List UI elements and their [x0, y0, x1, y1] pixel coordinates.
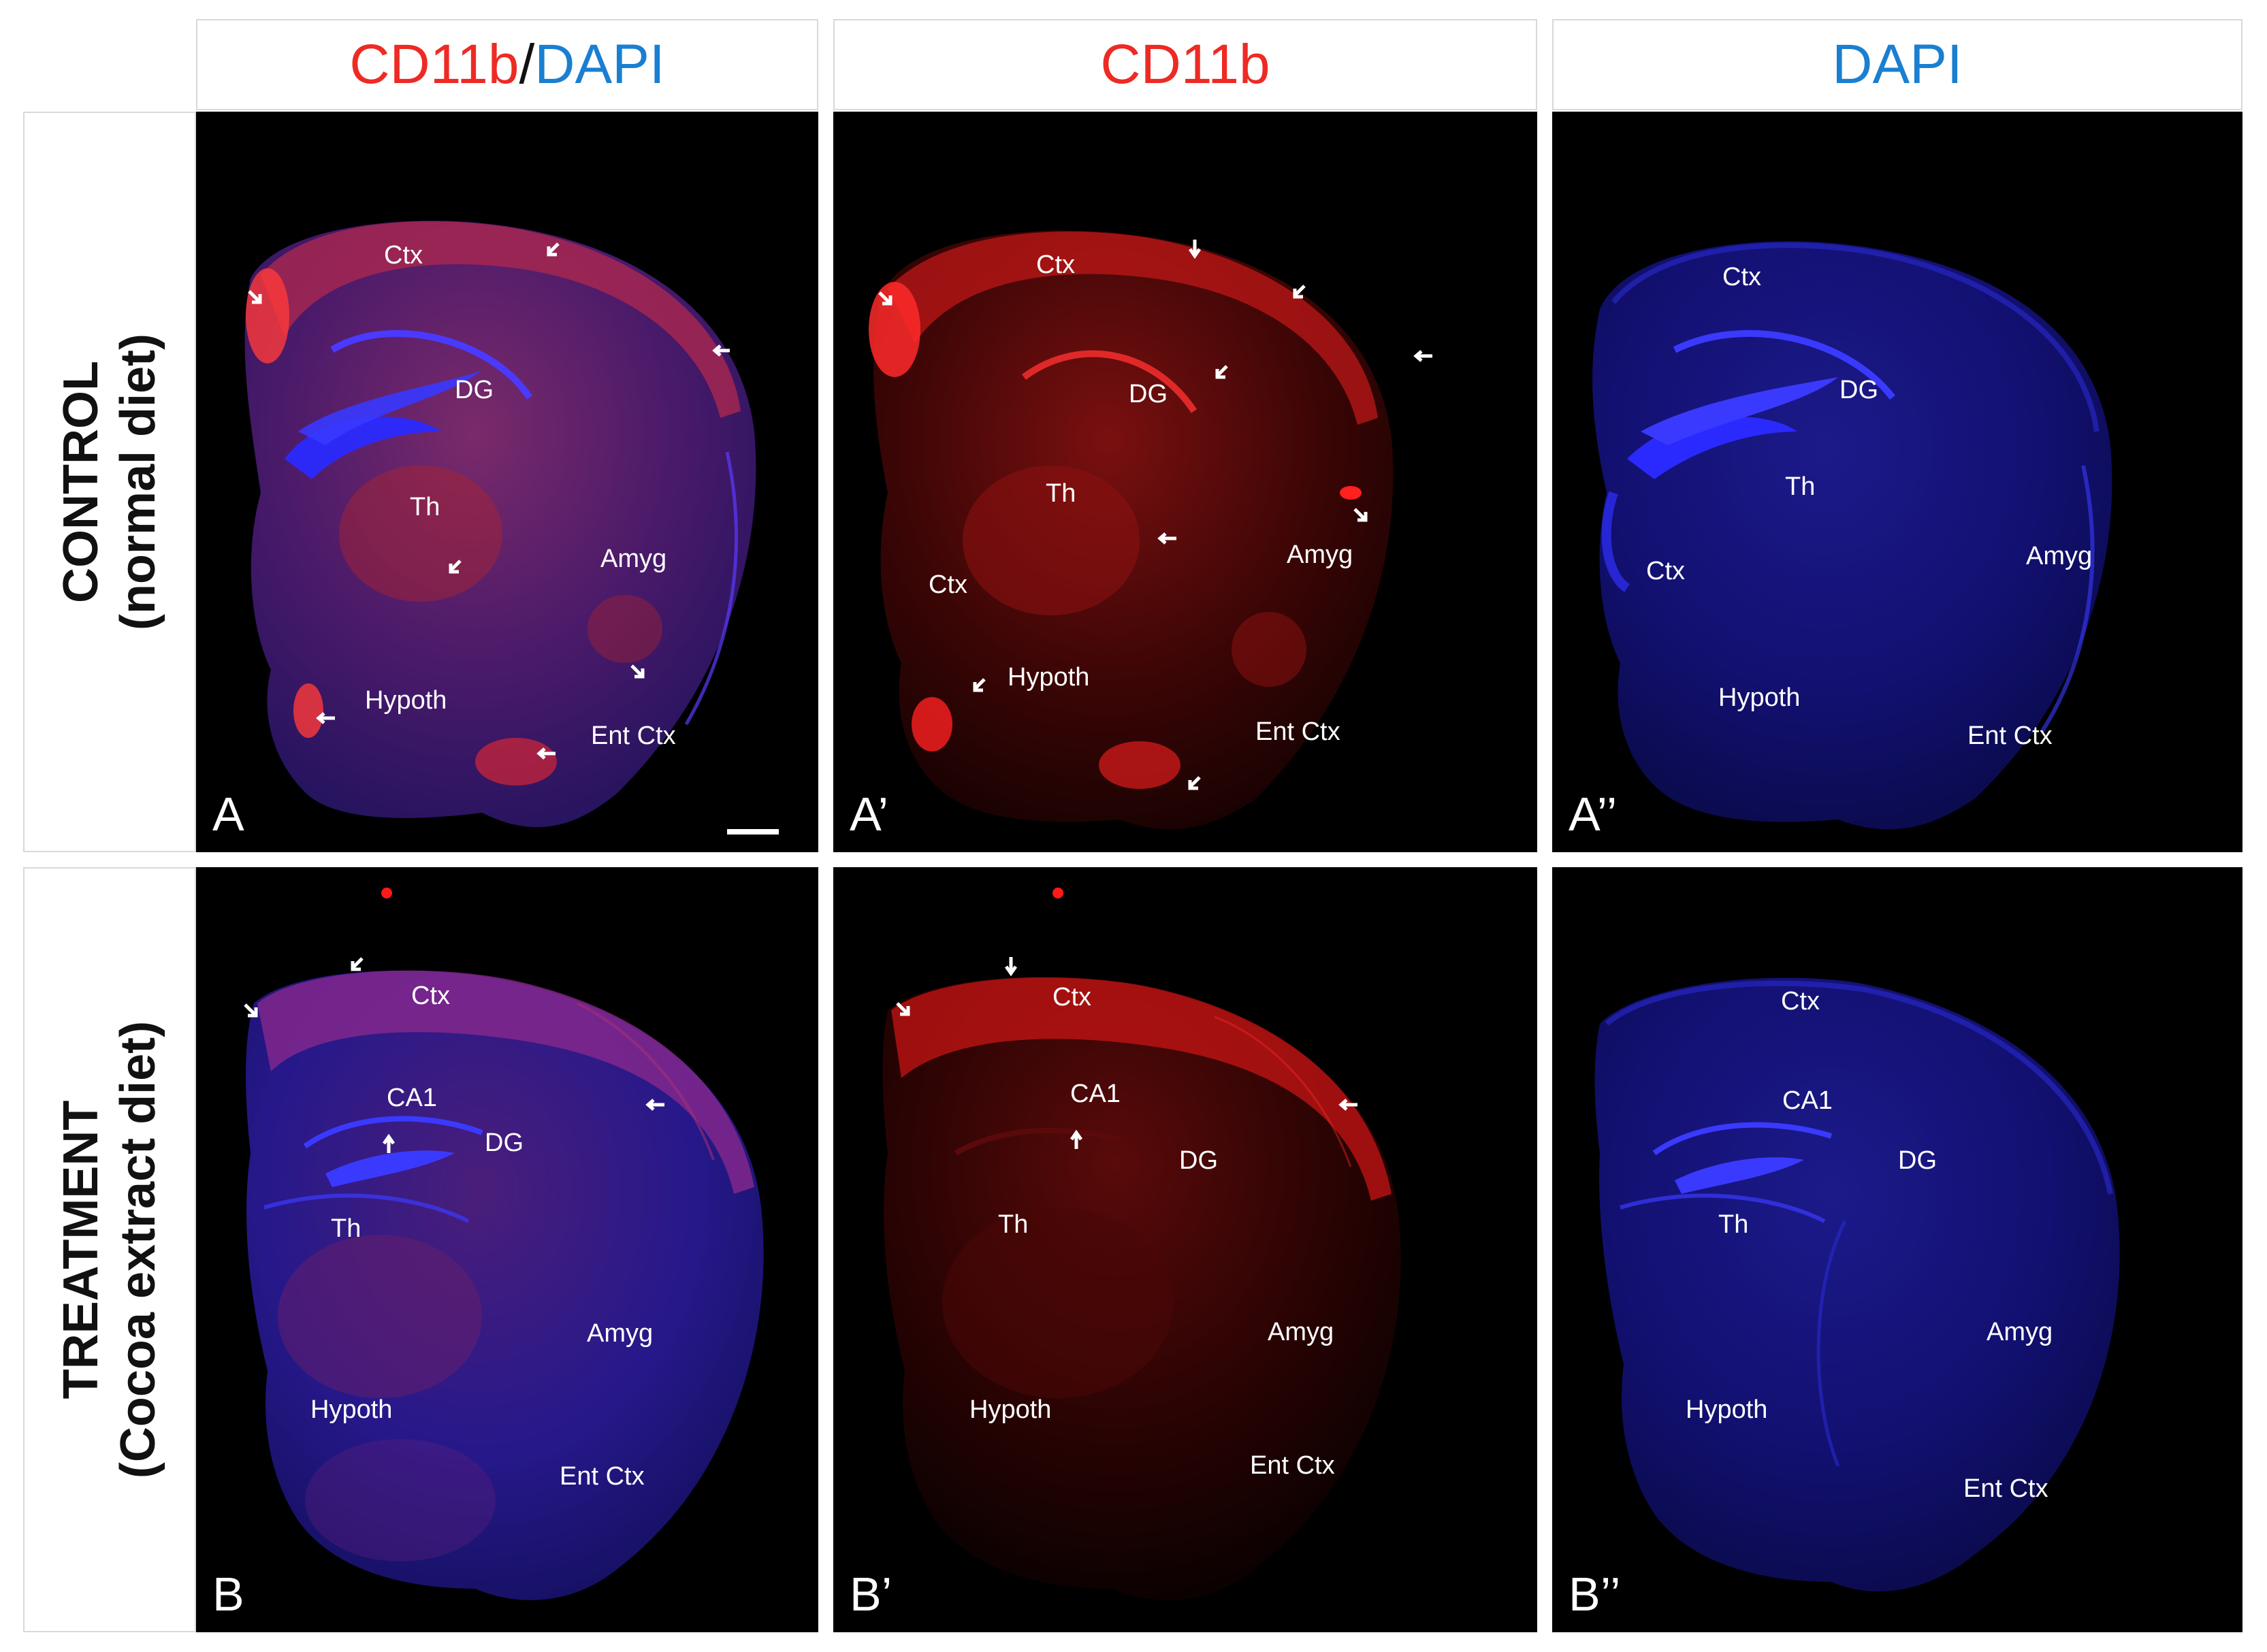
row-title: CONTROL — [54, 361, 108, 603]
panel-letter: B — [212, 1568, 244, 1621]
arrow-icon — [1353, 508, 1368, 522]
arrow-icon — [1338, 1099, 1357, 1111]
arrow-icon — [351, 957, 364, 971]
region-label-th: Th — [410, 493, 440, 521]
region-label-dg: DG — [1839, 376, 1878, 404]
panel-letter: A’’ — [1569, 788, 1618, 841]
arrow-icon — [1157, 532, 1176, 545]
arrow-icon — [316, 712, 335, 724]
arrow-icon — [1188, 240, 1202, 259]
region-label-ctx: Ctx — [1722, 263, 1761, 291]
region-label-ctx: Ctx — [1036, 250, 1075, 279]
brain-section-image — [1592, 241, 2112, 830]
arrow-icon — [1188, 776, 1201, 790]
arrow-icon — [973, 678, 986, 692]
brain-section-image — [244, 221, 756, 828]
row-subtitle: (Cocoa extract diet) — [111, 1020, 165, 1479]
region-label-dg: DG — [1898, 1146, 1937, 1175]
region-label-ctx-overlap: Ctx — [929, 570, 967, 599]
arrow-icon — [712, 344, 730, 357]
panel-a-dapi: Ctx DG Th Ctx Amyg Hypoth Ent Ctx A’’ — [1552, 112, 2242, 852]
region-label-hypoth: Hypoth — [1686, 1395, 1768, 1424]
arrow-icon — [547, 242, 560, 257]
region-label-amyg: Amyg — [2026, 542, 2093, 570]
row-subtitle: (normal diet) — [111, 333, 165, 631]
arrow-icon — [630, 664, 645, 679]
panel-b-merged: Ctx CA1 DG Th Amyg Hypoth Ent Ctx B — [196, 867, 818, 1632]
region-label-dg: DG — [455, 376, 494, 404]
column-header-cd11b: CD11b — [833, 19, 1537, 110]
region-label-ctx-lateral: Ctx — [1646, 557, 1685, 585]
region-label-ca1: CA1 — [1782, 1086, 1833, 1115]
arrow-icon — [1004, 957, 1018, 976]
arrow-icon — [1293, 285, 1306, 299]
region-label-ctx: Ctx — [1781, 987, 1820, 1016]
column-header-merged: CD11b / DAPI — [196, 19, 818, 110]
region-label-ent-ctx: Ent Ctx — [591, 722, 676, 750]
panel-b-cd11b: Ctx CA1 DG Th Amyg Hypoth Ent Ctx B’ — [833, 867, 1537, 1632]
region-label-amyg: Amyg — [1987, 1318, 2053, 1346]
dapi-label: DAPI — [534, 33, 665, 95]
separator-slash: / — [519, 33, 535, 95]
arrow-icon — [248, 290, 262, 304]
region-label-dg: DG — [1129, 380, 1168, 408]
panel-letter: B’’ — [1569, 1568, 1621, 1621]
region-label-ent-ctx: Ent Ctx — [1963, 1474, 2048, 1503]
region-label-th: Th — [998, 1210, 1029, 1239]
arrow-icon — [1413, 350, 1432, 362]
region-label-amyg: Amyg — [587, 1319, 654, 1348]
brain-section-image — [869, 230, 1394, 830]
panel-letter: B’ — [850, 1568, 893, 1621]
column-header-dapi: DAPI — [1552, 19, 2242, 110]
row-title: TREATMENT — [54, 1100, 108, 1399]
panel-b-dapi: Ctx CA1 DG Th Amyg Hypoth Ent Ctx B’’ — [1552, 867, 2242, 1632]
region-label-th: Th — [1785, 472, 1816, 501]
region-label-hypoth: Hypoth — [969, 1395, 1052, 1424]
panel-letter: A — [212, 788, 244, 841]
arrow-icon — [896, 1002, 910, 1016]
region-label-th: Th — [331, 1214, 361, 1243]
arrow-icon — [1215, 365, 1228, 379]
region-label-amyg: Amyg — [1287, 540, 1353, 569]
arrow-icon — [1070, 1130, 1083, 1149]
region-label-dg: DG — [485, 1129, 524, 1157]
panel-letter: A’ — [850, 788, 889, 841]
row-header-control: CONTROL (normal diet) — [23, 112, 196, 852]
arrow-icon — [244, 1003, 258, 1018]
region-label-amyg: Amyg — [600, 545, 667, 573]
region-label-th: Th — [1718, 1210, 1749, 1239]
panel-a-merged: Ctx DG Th Amyg Hypoth Ent Ctx A — [196, 112, 818, 852]
region-label-hypoth: Hypoth — [310, 1395, 393, 1424]
region-label-hypoth: Hypoth — [1008, 663, 1090, 692]
region-label-ca1: CA1 — [1070, 1080, 1121, 1108]
arrow-icon — [382, 1134, 396, 1153]
region-label-th: Th — [1046, 479, 1076, 508]
scale-bar — [727, 829, 779, 835]
row-header-treatment: TREATMENT (Cocoa extract diet) — [23, 867, 196, 1632]
region-label-ctx: Ctx — [384, 241, 423, 270]
row-label-treatment: TREATMENT (Cocoa extract diet) — [52, 1021, 167, 1478]
region-label-ent-ctx: Ent Ctx — [560, 1462, 645, 1491]
region-label-ent-ctx: Ent Ctx — [1250, 1451, 1335, 1480]
brain-section-image — [246, 888, 764, 1600]
region-label-dg: DG — [1179, 1146, 1218, 1175]
row-label-control: CONTROL (normal diet) — [52, 334, 167, 630]
region-label-ctx: Ctx — [1052, 983, 1091, 1011]
panel-a-cd11b: Ctx DG Th Amyg Ctx Hypoth Ent Ctx A’ — [833, 112, 1537, 852]
brain-section-image — [882, 888, 1401, 1600]
cd11b-label: CD11b — [349, 33, 519, 95]
region-label-ctx: Ctx — [411, 982, 450, 1010]
arrow-icon — [449, 560, 462, 574]
region-label-ca1: CA1 — [387, 1084, 437, 1112]
arrow-icon — [536, 747, 556, 760]
region-label-hypoth: Hypoth — [365, 686, 447, 715]
region-label-amyg: Amyg — [1268, 1318, 1334, 1346]
arrow-icon — [878, 291, 893, 306]
brain-section-image — [1594, 977, 2120, 1592]
arrow-icon — [645, 1099, 664, 1111]
region-label-hypoth: Hypoth — [1718, 683, 1801, 712]
region-label-ent-ctx: Ent Ctx — [1967, 722, 2053, 750]
region-label-ent-ctx: Ent Ctx — [1255, 717, 1340, 746]
